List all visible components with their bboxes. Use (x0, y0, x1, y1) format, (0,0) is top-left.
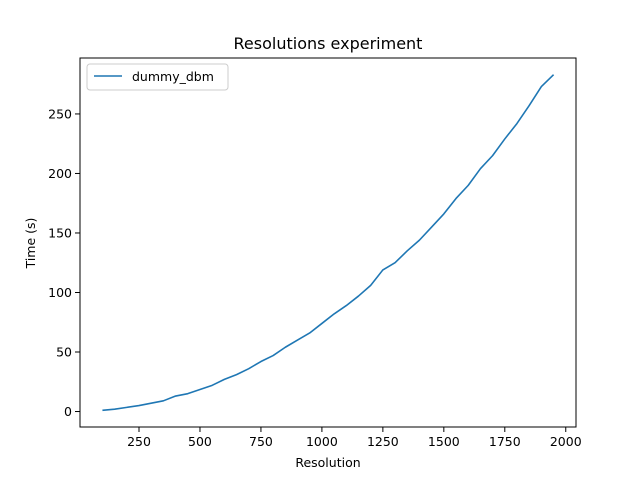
y-tick-label: 0 (64, 404, 72, 419)
x-tick-label: 1750 (489, 434, 521, 449)
y-tick-label: 50 (56, 345, 72, 360)
x-tick-label: 500 (188, 434, 212, 449)
x-tick-label: 2000 (550, 434, 582, 449)
y-tick-label: 200 (48, 166, 72, 181)
y-tick-label: 100 (48, 285, 72, 300)
y-tick-label: 250 (48, 106, 72, 121)
y-tick-label: 150 (48, 225, 72, 240)
x-tick-label: 250 (127, 434, 151, 449)
x-tick-label: 750 (249, 434, 273, 449)
chart-title: Resolutions experiment (234, 34, 423, 53)
legend: dummy_dbm (86, 63, 229, 91)
y-axis: 0 50 100 150 200 250 (48, 106, 80, 419)
x-axis: 250 500 750 1000 1250 1500 1750 2000 (127, 427, 582, 449)
plot-frame (79, 57, 577, 428)
series-line-0 (102, 74, 555, 412)
x-tick-label: 1000 (306, 434, 338, 449)
legend-label: dummy_dbm (132, 69, 214, 84)
x-tick-label: 1500 (428, 434, 460, 449)
x-axis-label: Resolution (295, 455, 360, 470)
y-axis-label: Time (s) (23, 218, 38, 270)
legend-box (86, 63, 229, 91)
x-tick-label: 1250 (367, 434, 399, 449)
